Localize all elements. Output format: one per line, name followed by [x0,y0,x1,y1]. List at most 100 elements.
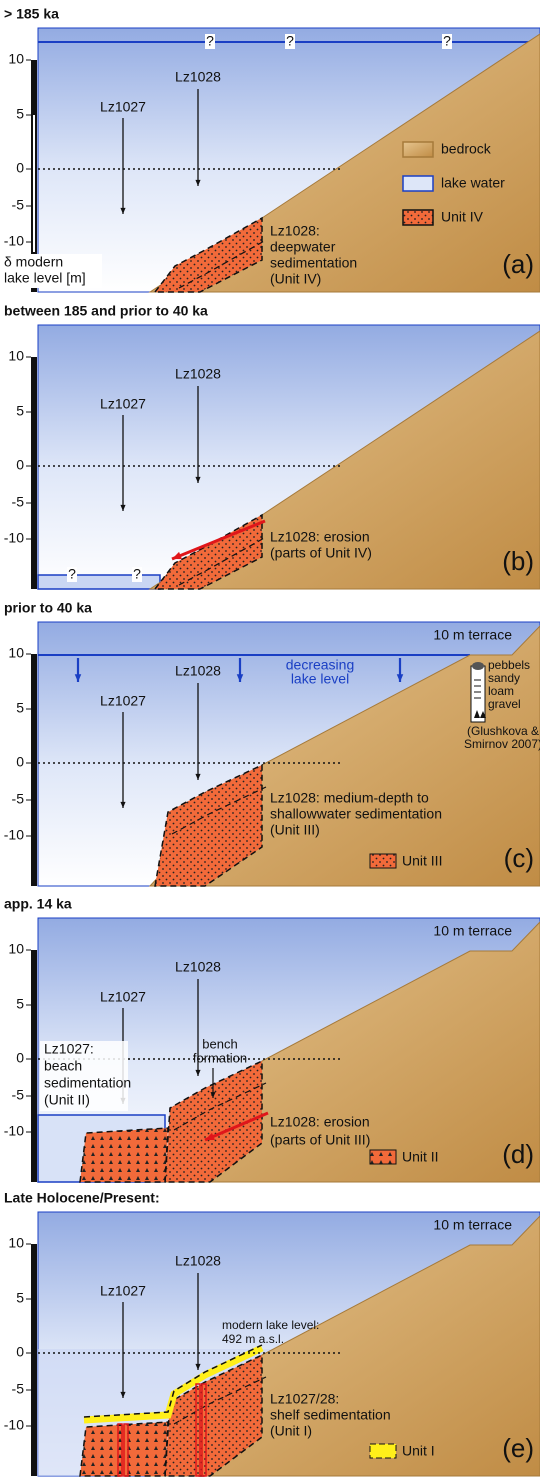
tick-label: 0 [16,1344,24,1360]
axis-bar [31,654,37,886]
panel-label: (b) [502,546,534,576]
column-gravel [474,710,486,718]
question-mark: ? [443,33,451,49]
question-mark: ? [206,33,214,49]
sediment-boundary [178,536,267,586]
core-label: Lz1027 [100,693,146,709]
sediment-boundary [173,1376,267,1425]
arrow-head [236,674,244,682]
column-pebble [472,662,484,670]
panel-title: Late Holocene/Present: [4,1190,160,1206]
column-label: sandy [488,671,520,685]
citation: Smirnov 2007) [464,737,540,751]
label-bg [132,567,142,582]
column-label: pebbels [488,658,530,672]
legend-swatch [402,141,434,158]
legend-swatch [402,175,434,192]
annotation: shelf sedimentation [270,1407,391,1423]
sediment [164,1059,263,1183]
axis-bar-inner [33,115,35,252]
tick-label: -5 [12,1087,25,1103]
annotation: Lz1028: [270,223,320,239]
legend-swatch [402,209,434,226]
arrow-head [195,1363,201,1370]
label-bg [205,34,215,49]
arrow-head [195,179,201,186]
panel: > 185 ka 10 5 0 -5 -10 Lz1027 Lz1028?? ? δ modern… [2,6,540,293]
sediment-boundary [173,1082,267,1131]
core-sample [201,1383,207,1477]
bench-label: formation [193,1050,247,1065]
panel: prior to 40 ka 10 5 0 -5 -10 Lz1027 Lz1028 Lz102… [4,600,540,887]
left-annotation: sedimentation [44,1075,131,1091]
label-bg [40,1041,128,1111]
tick-label: -5 [12,791,25,807]
panel-label: (a) [502,249,534,279]
arrow-head [195,773,201,780]
core-sample [117,1423,123,1477]
tick-label: 10 [8,51,24,67]
panel: app. 14 ka 10 5 0 -5 -10 Lz1027 Lz1028 Lz1028: e… [4,896,540,1183]
annotation: sedimentation [270,255,357,271]
annotation: deepwater [270,239,336,255]
arrow-head [120,1391,126,1398]
annotation: (Unit I) [270,1423,312,1439]
decreasing-label: lake level [291,671,349,687]
tick-label: 5 [16,106,24,122]
tick-label: 5 [16,1290,24,1306]
arrow-head [172,551,182,560]
panel-label: (d) [502,1139,534,1169]
axis-bar [31,357,37,589]
tick-label: 10 [8,941,24,957]
arrow-head [120,504,126,511]
arrow-head [120,801,126,808]
tick-label: 10 [8,645,24,661]
arrow-head [195,476,201,483]
panel: Late Holocene/Present: 10 5 0 -5 -10 Lz1027 Lz1… [4,1190,540,1477]
core-label: Lz1028 [175,959,221,975]
tick-label: -10 [4,233,24,249]
annotation: (parts of Unit III) [270,1132,370,1148]
sediment [154,763,263,887]
decreasing-label: decreasing [286,657,355,673]
tick-label: -5 [12,197,25,213]
left-annotation: Lz1027: [44,1041,94,1057]
panel-label: (e) [502,1433,534,1463]
legend-label: Unit II [402,1149,439,1165]
tick-label: -5 [12,1381,25,1397]
legend-label: lake water [441,175,505,191]
arrow-shaft [204,1111,269,1142]
tick-label: 5 [16,403,24,419]
label-bg [442,34,452,49]
question-mark: ? [286,33,294,49]
arrow-shaft [171,519,266,561]
axis-bar [31,1244,37,1476]
annotation: Lz1028: erosion [270,529,370,545]
sediment [153,216,263,293]
legend-swatch [369,1443,397,1459]
core-label: Lz1027 [100,1283,146,1299]
core-label: Lz1027 [100,99,146,115]
legend-label: bedrock [441,141,492,157]
core-label: Lz1028 [175,69,221,85]
left-annotation: beach [44,1058,82,1074]
panel: between 185 and prior to 40 ka 10 5 0 -5 -10 L… [4,303,540,590]
annotation: shallowwater sedimentation [270,806,442,822]
arrow-head [120,207,126,214]
label-bg [67,567,77,582]
annotation: (parts of Unit IV) [270,545,372,561]
column-label: gravel [488,697,521,711]
tick-label: 0 [16,160,24,176]
question-mark: ? [133,566,141,582]
left-annotation: (Unit II) [44,1092,90,1108]
arrow-head [74,674,82,682]
legend-swatch [369,1149,397,1165]
panel-title: prior to 40 ka [4,600,92,616]
tick-label: -10 [4,1417,24,1433]
citation: (Glushkova & [467,724,539,738]
terrace-label: 10 m terrace [433,627,512,643]
lake-note: 492 m a.s.l. [222,1332,284,1346]
tick-label: 5 [16,996,24,1012]
sediment-boundary [178,239,267,289]
